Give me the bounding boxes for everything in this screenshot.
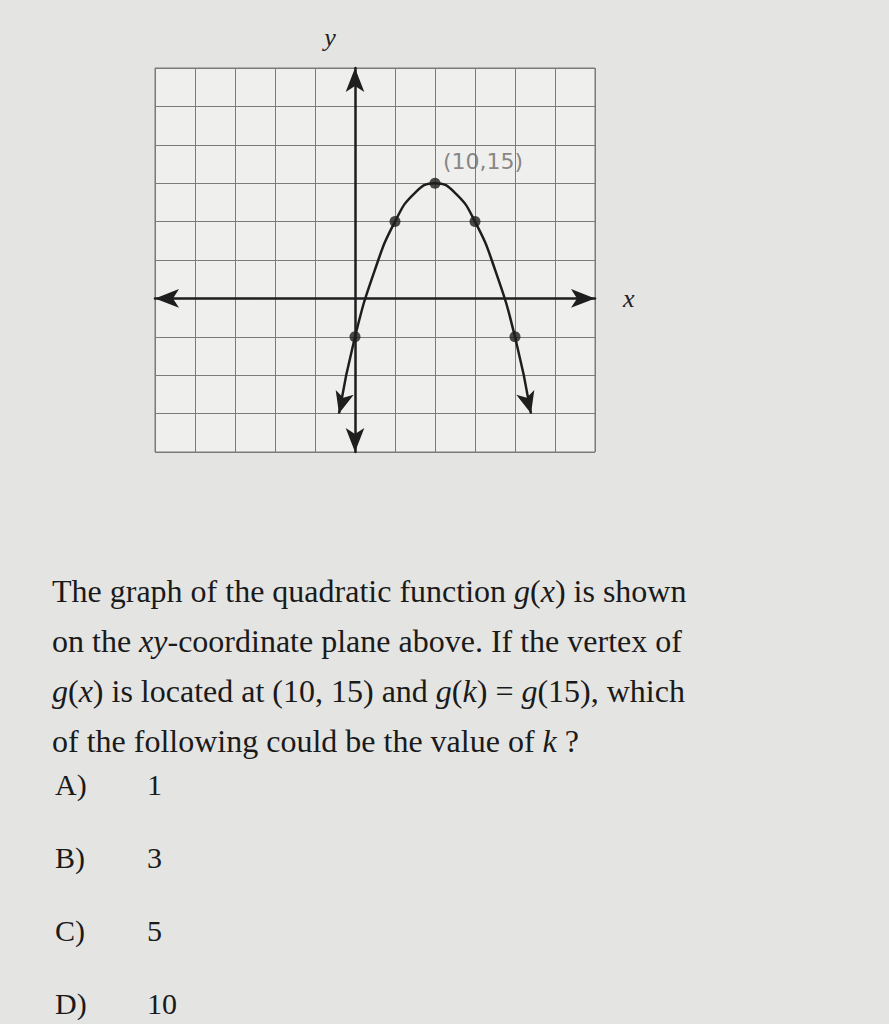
html-text:A): A) [55,768,87,801]
html-text:B): B) [55,841,85,874]
html-text:The graph of the quadratic fun: The graph of the quadratic function g (x… [52,573,687,609]
html-text:C): C) [55,914,85,947]
html-text:1: 1 [147,768,162,801]
html-text:5: 5 [147,914,162,947]
svg-text:y: y [321,23,336,52]
html-text:D): D) [55,987,87,1020]
html-text:of the following could be the: of the following could be the value of k… [52,723,579,759]
svg-text:(10,15): (10,15) [443,149,523,174]
html-text:g (x) is located at (10, 15) a: g (x) is located at (10, 15) and g (k) =… [52,673,685,709]
html-text:10: 10 [147,987,177,1020]
html-text:3: 3 [147,841,162,874]
html-text:on the xy -coordinate plane ab: on the xy -coordinate plane above. If th… [52,623,682,659]
svg-text:x: x [622,284,635,313]
